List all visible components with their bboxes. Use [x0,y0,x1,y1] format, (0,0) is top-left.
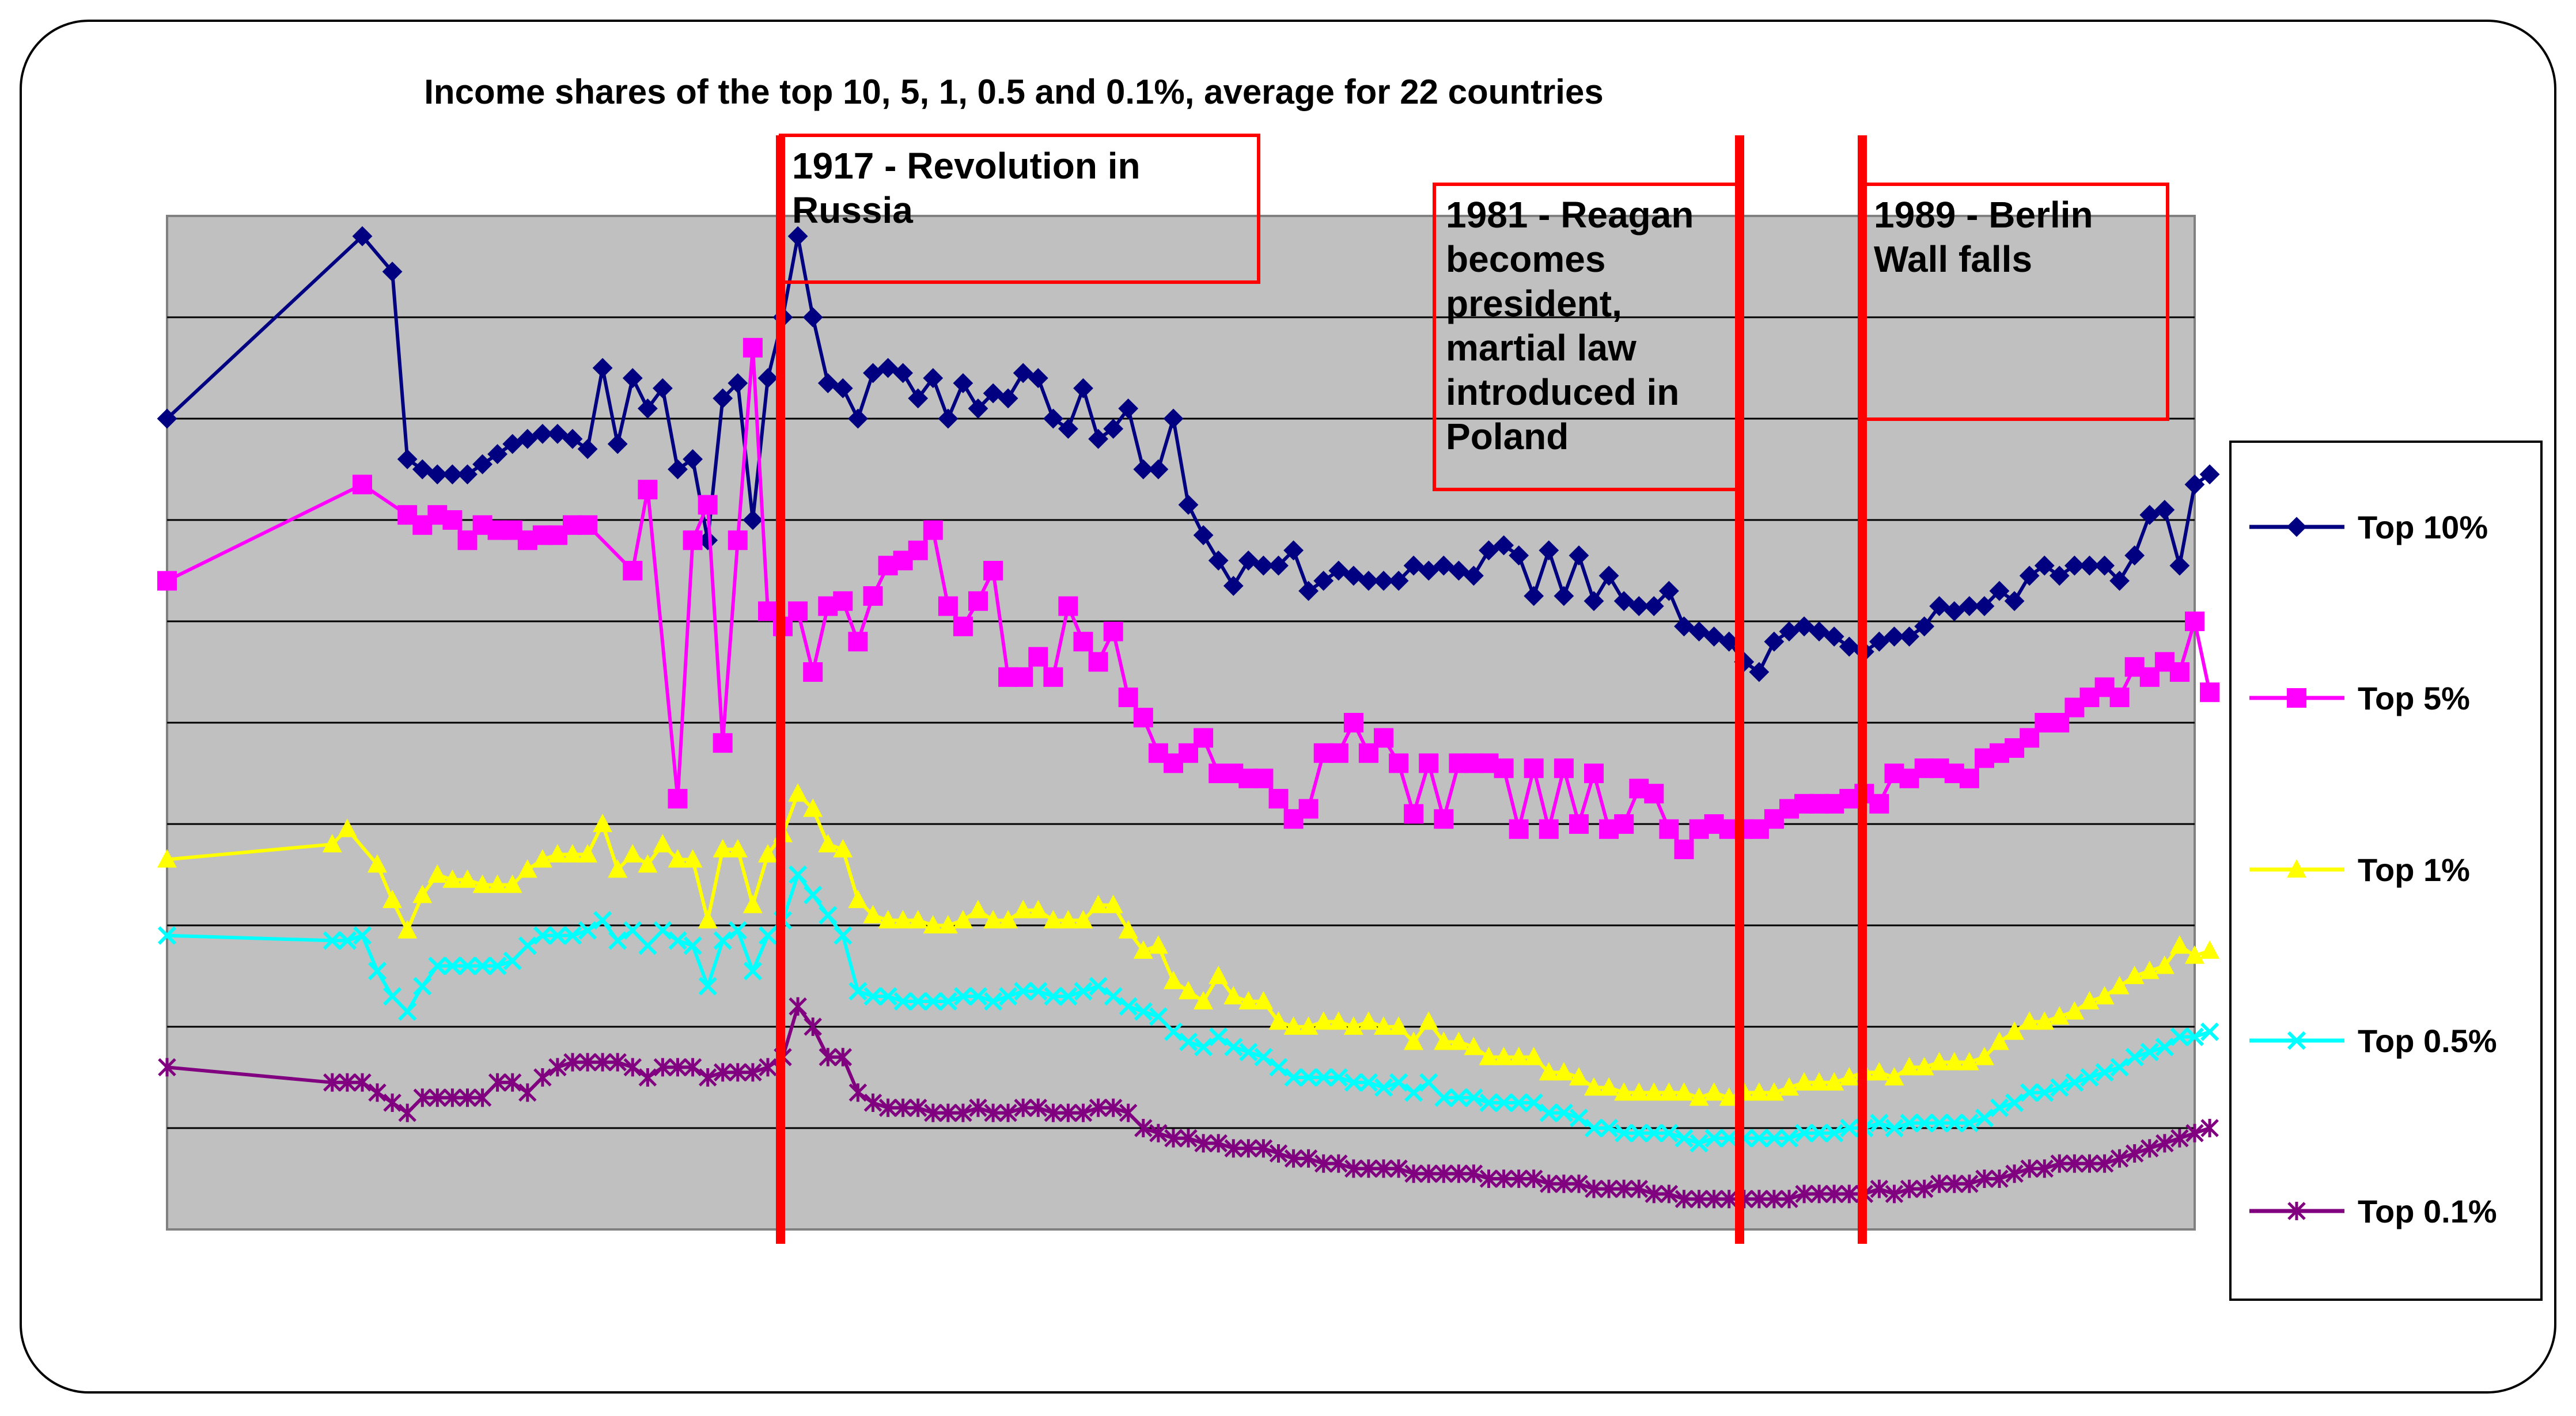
data-point [578,515,598,535]
data-point [908,540,928,560]
chart-title: Income shares of the top 10, 5, 1, 0.5 a… [424,73,1603,111]
data-point [638,480,658,500]
data-point [2109,688,2130,707]
legend-label: Top 5% [2358,680,2470,716]
data-point [1869,794,1889,814]
data-point [668,789,688,808]
data-point [743,337,763,358]
data-point [1659,819,1679,839]
data-point [1554,758,1574,779]
data-point [1419,753,1439,773]
legend-label: Top 0.1% [2358,1193,2497,1229]
data-point [923,520,943,540]
data-point [1328,743,1348,763]
data-point [353,474,372,495]
data-point [2202,1024,2218,1040]
data-point [1013,667,1033,687]
data-point [1644,784,1664,804]
data-point [848,632,868,652]
legend-label: Top 10% [2358,509,2488,545]
annotation-text: 1989 - Berlin [1874,194,2093,236]
data-point [683,530,703,551]
data-point [1539,819,1559,839]
data-point [2185,612,2204,631]
data-point [2169,662,2189,682]
data-point [833,591,853,611]
data-point [1133,708,1153,728]
data-point [1103,621,1123,641]
data-point [157,571,177,591]
legend-item-top-10: Top 10% [2249,509,2488,545]
data-point [1959,768,1979,788]
data-point [1434,809,1454,829]
data-point [1494,758,1514,779]
data-point [1404,804,1424,824]
data-point [1268,789,1289,808]
data-point [788,601,808,621]
data-point [2202,1119,2218,1137]
legend-label: Top 0.5% [2358,1023,2497,1059]
data-point [938,596,958,616]
data-point [1028,647,1048,667]
legend-marker [2287,688,2306,708]
data-point [1674,840,1694,859]
annotation-text: Wall falls [1874,238,2032,280]
data-point [623,561,643,580]
data-point [863,586,883,606]
series-layer [157,226,2220,1208]
legend-label: Top 1% [2358,852,2470,888]
data-point [1118,688,1138,707]
data-point [1088,652,1108,672]
annotation-text: becomes [1446,238,1605,280]
data-point [1524,758,1544,779]
data-point [1614,814,1634,834]
annotation-text: Poland [1446,416,1569,457]
legend-item-top-1: Top 1% [2249,852,2470,888]
legend-item-top-0-1: Top 0.1% [2249,1193,2497,1229]
data-point [953,616,973,636]
legend-item-top-0-5: Top 0.5% [2249,1023,2497,1059]
data-point [1073,632,1093,652]
data-point [1043,667,1063,687]
data-point [803,662,823,682]
data-point [1389,753,1409,773]
data-point [1298,799,1319,819]
data-point [2200,464,2220,484]
annotation-text: introduced in [1446,371,1679,413]
series-top-1 [157,783,2220,1106]
data-point [968,591,988,611]
series-top-0-5 [159,867,2218,1151]
legend-item-top-5: Top 5% [2249,680,2470,716]
data-point [983,561,1003,580]
annotation-text: martial law [1446,327,1636,369]
data-point [1058,596,1078,616]
annotation-text: Russia [792,189,913,231]
data-point [1584,764,1604,783]
data-point [1253,768,1274,788]
data-point [1343,713,1363,732]
data-point [1569,814,1589,834]
series-top-5 [157,337,2220,859]
data-point [1194,728,1214,748]
data-point [713,733,733,753]
data-point [2200,940,2220,959]
annotation-text: 1981 - Reagan [1446,194,1694,236]
annotation-text: president, [1446,283,1622,324]
legend: Top 10% Top 5% Top 1% Top 0.5% Top 0.1% [2229,441,2543,1301]
data-point [1374,728,1393,748]
data-point [2200,682,2220,703]
data-point [728,530,748,551]
data-point [1509,819,1529,839]
series-top-10 [157,226,2220,682]
series-top-0-1 [159,997,2218,1208]
data-point [698,495,718,515]
annotation-text: 1917 - Revolution in [792,145,1141,187]
data-point [442,510,463,530]
